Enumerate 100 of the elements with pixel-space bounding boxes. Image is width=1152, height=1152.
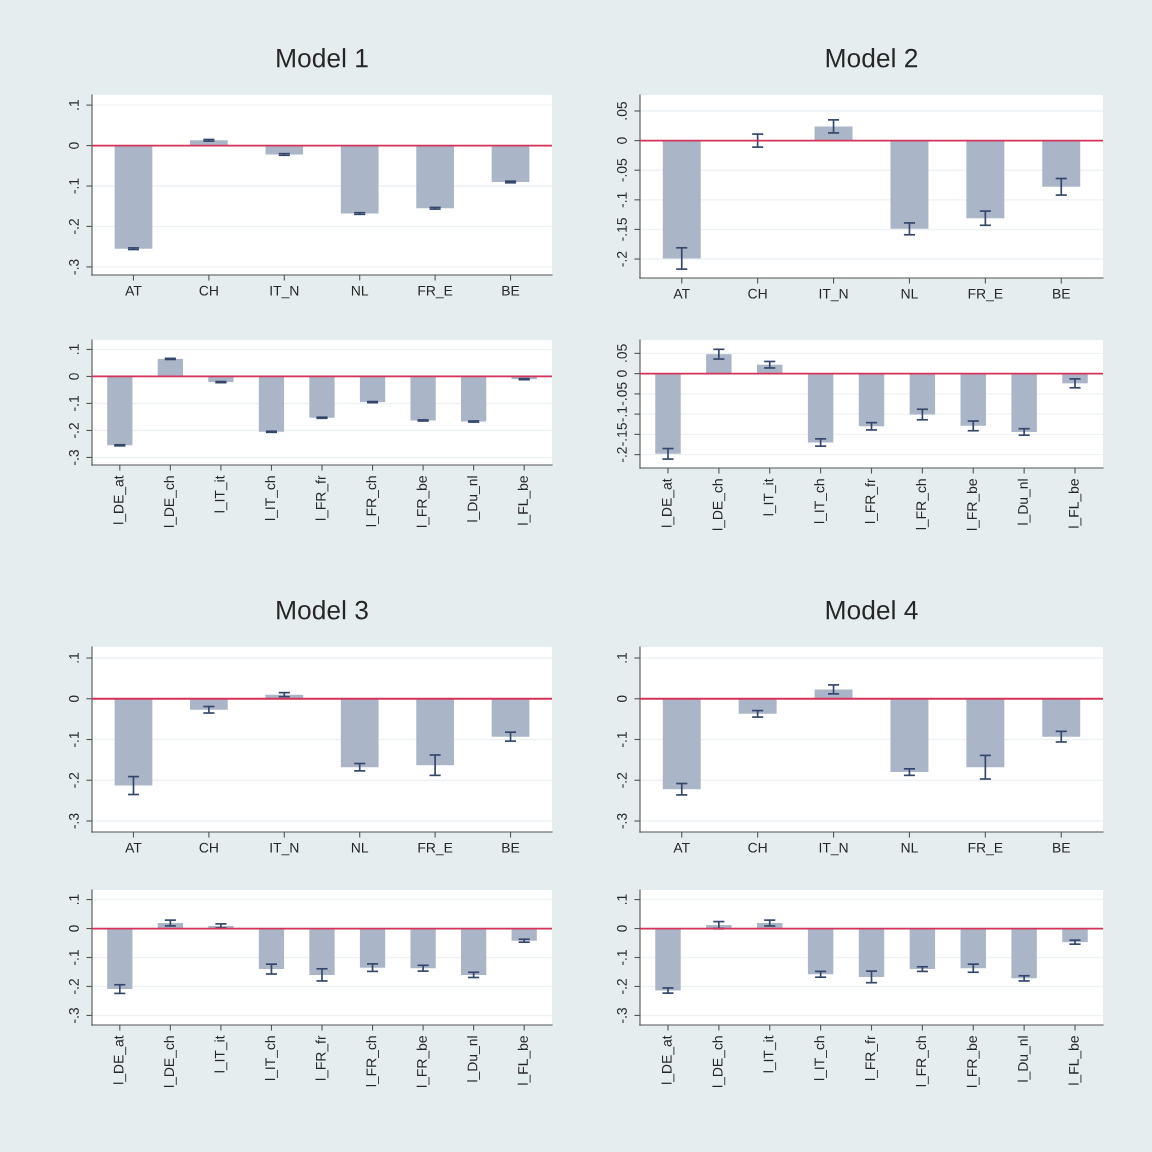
y-tick-label: 0 (69, 695, 79, 703)
x-tick-label: AT (125, 285, 142, 296)
x-tick-label: IT_N (819, 288, 848, 302)
y-tick-label: -.2 (69, 772, 79, 788)
x-tick-label: l_Du_nl (1017, 479, 1031, 525)
x-tick-label: l_Du_nl (467, 476, 480, 522)
x-tick-label: l_IT_it (214, 1035, 228, 1073)
bar (858, 373, 885, 427)
y-tick-label: -.2 (617, 251, 627, 267)
x-tick-label: NL (351, 842, 369, 853)
bar (960, 373, 986, 426)
x-tick-label: IT_N (270, 842, 299, 856)
y-tick-label: 0 (617, 925, 627, 932)
y-tick-label: -.2 (69, 423, 79, 438)
y-tick-label: .1 (617, 894, 627, 905)
y-tick-label: 0 (617, 370, 627, 377)
x-tick-label: l_FR_be (966, 1036, 980, 1087)
y-tick-label: -.1 (617, 406, 627, 422)
x-tick-label: l_DE_at (113, 475, 127, 524)
x-tick-label: NL (351, 285, 369, 296)
y-tick-label: .1 (69, 894, 79, 905)
x-tick-label: l_IT_ch (264, 476, 278, 521)
x-tick-label: NL (901, 842, 918, 853)
y-tick-label: -.2 (617, 447, 627, 463)
bar (807, 373, 834, 443)
x-tick-label: l_DE_ch (163, 1036, 177, 1087)
chart-title: Model 3 (277, 600, 368, 620)
y-tick-label: -.1 (69, 178, 79, 194)
x-tick-label: l_FL_be (517, 1036, 531, 1085)
x-tick-label: l_FL_be (1068, 1036, 1082, 1085)
y-tick-label: -.05 (617, 382, 627, 406)
x-tick-label: l_DE_ch (163, 476, 177, 527)
bar (1011, 373, 1037, 432)
x-tick-label: l_FR_ch (915, 1036, 929, 1087)
x-tick-label: FR_E (418, 285, 453, 299)
x-tick-label: AT (673, 842, 690, 853)
x-tick-label: BE (1053, 842, 1070, 853)
y-tick-label: -.2 (617, 979, 627, 994)
chart-title: Model 2 (826, 48, 918, 68)
y-tick-label: -.3 (69, 259, 79, 275)
x-tick-label: BE (502, 842, 520, 853)
x-tick-label: IT_N (819, 842, 848, 856)
x-tick-label: FR_E (968, 842, 1003, 856)
x-tick-label: l_Du_nl (467, 1036, 480, 1082)
chart-title: Model 1 (277, 48, 368, 68)
x-tick-label: l_IT_it (214, 475, 228, 513)
x-tick-label: l_FR_ch (915, 479, 929, 530)
y-tick-label: 0 (617, 695, 627, 703)
y-tick-label: -.3 (617, 1007, 627, 1023)
x-tick-label: CH (748, 288, 767, 299)
y-tick-label: .1 (69, 100, 79, 110)
x-tick-label: l_FR_fr (865, 1035, 878, 1081)
x-tick-label: l_IT_ch (264, 1036, 278, 1081)
y-tick-label: 0 (69, 373, 79, 380)
y-tick-label: .05 (617, 101, 627, 120)
x-tick-label: l_DE_at (661, 1035, 675, 1084)
y-tick-label: -.2 (69, 219, 79, 234)
y-tick-label: .05 (617, 344, 627, 362)
y-tick-label: -.3 (69, 813, 79, 829)
x-tick-label: FR_E (968, 288, 1003, 302)
x-tick-label: l_DE_at (661, 478, 675, 527)
x-tick-label: AT (673, 288, 690, 299)
x-tick-label: l_DE_ch (712, 479, 726, 530)
y-tick-label: -.3 (617, 813, 627, 829)
x-tick-label: CH (748, 842, 767, 853)
x-tick-label: l_FR_fr (315, 1035, 329, 1081)
x-tick-label: l_FR_fr (865, 478, 878, 524)
x-tick-label: l_FL_be (1068, 479, 1082, 528)
x-tick-label: BE (502, 285, 520, 296)
y-tick-label: -.2 (617, 772, 627, 788)
y-tick-label: 0 (69, 142, 79, 149)
x-tick-label: FR_E (418, 842, 453, 856)
bar (655, 373, 681, 454)
x-tick-label: l_FR_ch (366, 1036, 379, 1087)
y-tick-label: -.1 (617, 950, 627, 965)
x-tick-label: l_FR_be (416, 476, 430, 527)
y-tick-label: -.1 (617, 192, 627, 208)
x-tick-label: CH (199, 285, 218, 296)
y-tick-label: -.15 (617, 218, 627, 241)
x-tick-label: l_IT_it (763, 478, 777, 516)
y-tick-label: .1 (69, 344, 79, 354)
y-tick-label: -.05 (617, 158, 627, 182)
x-tick-label: l_FR_fr (315, 475, 329, 521)
x-tick-label: AT (125, 842, 142, 853)
x-tick-label: l_FR_be (966, 479, 980, 530)
y-tick-label: 0 (617, 137, 627, 144)
y-tick-label: .1 (69, 652, 79, 663)
x-tick-label: l_FR_be (416, 1036, 430, 1087)
x-tick-label: l_IT_it (763, 1035, 777, 1073)
chart-title: Model 4 (826, 600, 918, 620)
y-tick-label: 0 (69, 925, 79, 932)
y-tick-label: .1 (617, 652, 627, 663)
y-tick-label: -.1 (617, 732, 627, 747)
x-tick-label: l_IT_ch (814, 1036, 827, 1081)
x-tick-label: l_Du_nl (1017, 1036, 1031, 1082)
y-tick-label: -.3 (69, 1007, 79, 1023)
x-tick-label: l_DE_at (113, 1035, 127, 1084)
y-tick-label: -.1 (69, 950, 79, 965)
bar (909, 373, 936, 415)
y-tick-label: -.1 (69, 396, 79, 411)
